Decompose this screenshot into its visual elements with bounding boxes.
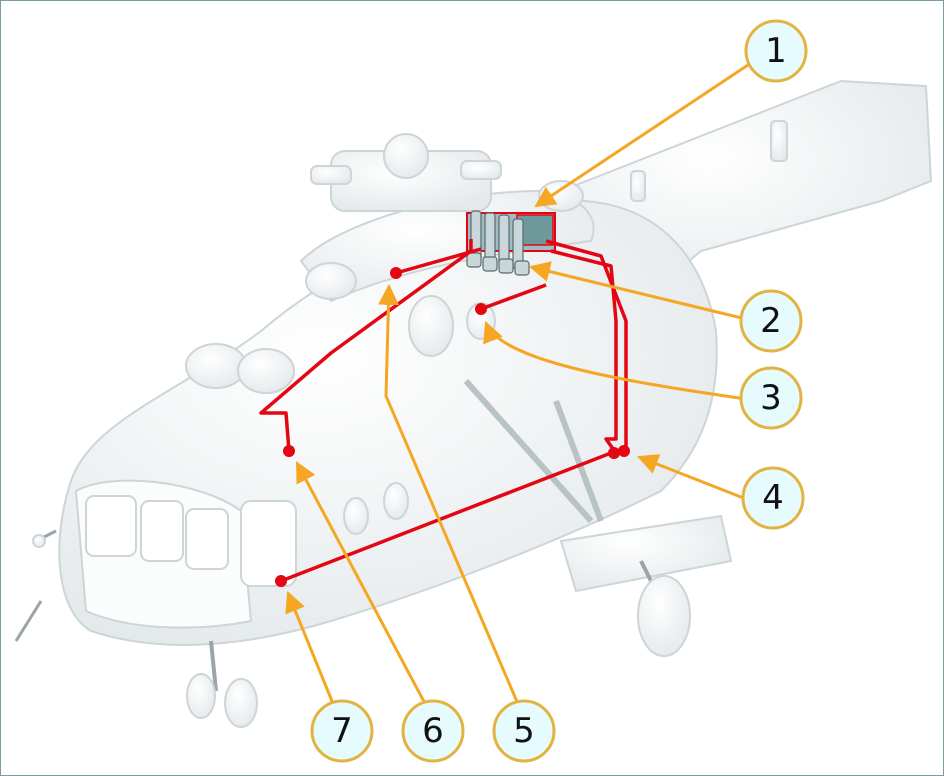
nozzle-dot <box>475 303 487 315</box>
callout-1: 1 <box>744 19 808 83</box>
engine-intake <box>185 343 247 389</box>
nozzle-dot <box>275 575 287 587</box>
weapons-pylon <box>559 514 733 593</box>
callout-7: 7 <box>310 699 374 763</box>
svg-text:2: 2 <box>760 301 782 341</box>
porthole <box>383 482 409 520</box>
exhaust-stack <box>538 180 584 212</box>
callout-2: 2 <box>739 289 803 353</box>
leader-4 <box>637 454 747 501</box>
callout-5: 5 <box>492 699 556 763</box>
nozzle-dot <box>618 445 630 457</box>
cockpit-window <box>185 508 229 570</box>
engine-intake <box>305 262 357 300</box>
pipe-to-engine-left <box>395 247 482 275</box>
leader-1 <box>534 61 752 208</box>
svg-text:6: 6 <box>422 711 444 751</box>
svg-text:7: 7 <box>331 711 353 751</box>
pipe-to-engine-right <box>480 283 547 311</box>
nozzle-dot <box>390 267 402 279</box>
svg-text:4: 4 <box>762 478 784 518</box>
engine-intake <box>237 348 295 394</box>
cockpit-window <box>140 500 184 562</box>
tail-fin <box>770 120 788 162</box>
callout-4: 4 <box>741 466 805 530</box>
helicopter-illustration <box>14 79 933 728</box>
leader-6 <box>295 461 431 712</box>
door <box>240 500 297 587</box>
rotor-hub <box>310 133 502 212</box>
nozzle-dot <box>283 445 295 457</box>
tail-fin <box>630 170 646 202</box>
cockpit-window <box>85 495 137 557</box>
pipe-to-cabin <box>280 451 612 583</box>
leader-5 <box>377 283 523 712</box>
nose-landing-gear <box>186 640 258 728</box>
nozzle-dot <box>608 447 620 459</box>
svg-text:5: 5 <box>513 711 535 751</box>
leader-lines <box>285 61 752 712</box>
porthole <box>343 497 369 535</box>
callouts: 1 2 3 4 5 6 7 <box>310 19 808 763</box>
leader-2 <box>528 261 747 321</box>
pipelines <box>259 239 628 583</box>
porthole <box>408 295 454 357</box>
pipe-to-forward-engine <box>259 239 473 452</box>
leader-3 <box>483 321 747 401</box>
callout-3: 3 <box>739 366 803 430</box>
callout-6: 6 <box>401 699 465 763</box>
svg-text:1: 1 <box>765 31 787 71</box>
pipe-to-aft-right <box>550 249 618 455</box>
leader-7 <box>285 591 338 712</box>
svg-text:3: 3 <box>760 378 782 418</box>
discharge-nozzles <box>275 267 630 587</box>
main-landing-gear <box>637 560 691 657</box>
